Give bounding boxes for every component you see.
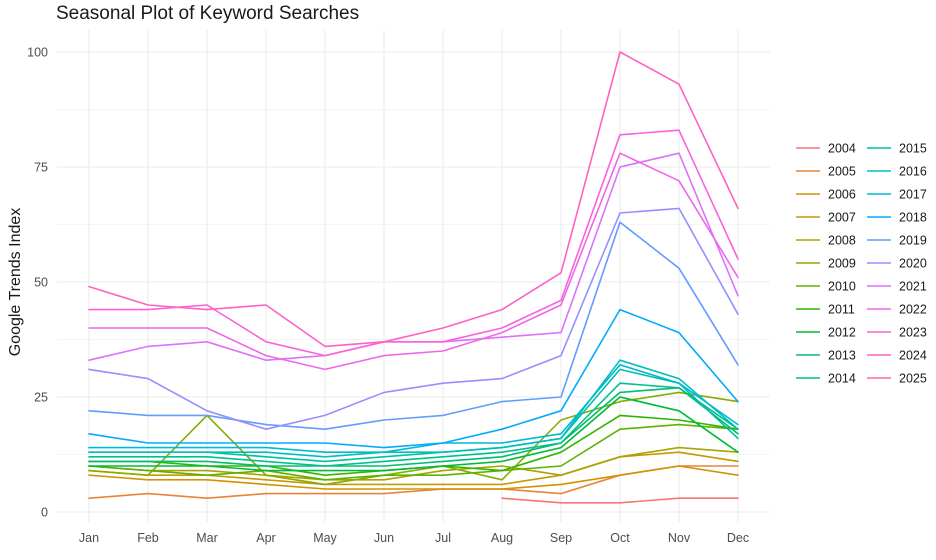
x-tick-label: Feb — [137, 531, 159, 545]
legend: 2004 2005 2006 2007 2008 2009 2010 2011 2012 2013… — [796, 142, 927, 386]
legend-item-2004: 2004 — [796, 142, 856, 156]
legend-item-2011: 2011 — [796, 303, 855, 317]
y-tick-label: 50 — [34, 276, 48, 290]
legend-label: 2011 — [828, 303, 855, 317]
legend-label: 2017 — [899, 188, 927, 202]
series-line-2010 — [88, 423, 739, 481]
legend-label: 2024 — [899, 349, 927, 363]
y-tick-label: 0 — [41, 506, 48, 520]
x-tick-label: Aug — [491, 531, 513, 545]
y-tick-label: 25 — [34, 391, 48, 405]
legend-label: 2007 — [828, 211, 856, 225]
y-tick-label: 75 — [34, 161, 48, 175]
legend-label: 2012 — [828, 326, 856, 340]
legend-item-2008: 2008 — [796, 234, 856, 248]
x-tick-label: Apr — [256, 531, 275, 545]
legend-item-2013: 2013 — [796, 349, 856, 363]
legend-item-2009: 2009 — [796, 257, 856, 271]
legend-item-2022: 2022 — [867, 303, 927, 317]
series-line-2024 — [88, 51, 739, 348]
series-line-2021 — [88, 152, 739, 361]
legend-item-2005: 2005 — [796, 165, 856, 179]
x-tick-label: Dec — [727, 531, 749, 545]
legend-item-2018: 2018 — [867, 211, 927, 225]
series-line-2019 — [88, 221, 739, 430]
legend-item-2016: 2016 — [867, 165, 927, 179]
y-tick-label: 100 — [27, 46, 48, 60]
series-line-2020 — [88, 207, 739, 430]
series-line-2012 — [88, 396, 739, 472]
legend-label: 2018 — [899, 211, 927, 225]
x-tick-label: Nov — [668, 531, 691, 545]
series-line-2017 — [88, 364, 739, 453]
x-tick-label: Jul — [435, 531, 451, 545]
x-tick-label: May — [313, 531, 337, 545]
legend-item-2021: 2021 — [867, 280, 927, 294]
legend-label: 2014 — [828, 372, 856, 386]
series-line-2023 — [88, 129, 739, 357]
series-line-2006 — [88, 465, 739, 490]
legend-label: 2023 — [899, 326, 927, 340]
series-line-2013 — [88, 387, 739, 467]
x-tick-label: Jan — [79, 531, 99, 545]
chart-title: Seasonal Plot of Keyword Searches — [56, 3, 359, 24]
legend-label: 2008 — [828, 234, 856, 248]
x-tick-label: Sep — [550, 531, 572, 545]
legend-item-2023: 2023 — [867, 326, 927, 340]
legend-label: 2020 — [899, 257, 927, 271]
x-tick-label: Mar — [196, 531, 218, 545]
series-line-2018 — [88, 308, 739, 449]
legend-item-2025: 2025 — [867, 372, 927, 386]
legend-item-2007: 2007 — [796, 211, 856, 225]
legend-label: 2021 — [899, 280, 927, 294]
legend-label: 2009 — [828, 257, 856, 271]
series-line-2014 — [88, 382, 739, 467]
legend-label: 2013 — [828, 349, 856, 363]
legend-item-2020: 2020 — [867, 257, 927, 271]
legend-label: 2019 — [899, 234, 927, 248]
legend-item-2006: 2006 — [796, 188, 856, 202]
x-tick-label: Oct — [610, 531, 630, 545]
legend-item-2024: 2024 — [867, 349, 927, 363]
series-line-2004 — [501, 497, 739, 504]
legend-label: 2025 — [899, 372, 927, 386]
x-tick-label: Jun — [374, 531, 394, 545]
legend-label: 2010 — [828, 280, 856, 294]
legend-item-2012: 2012 — [796, 326, 856, 340]
legend-label: 2022 — [899, 303, 927, 317]
legend-item-2014: 2014 — [796, 372, 856, 386]
legend-label: 2015 — [899, 142, 927, 156]
legend-item-2019: 2019 — [867, 234, 927, 248]
series-line-2022 — [88, 152, 739, 371]
legend-item-2010: 2010 — [796, 280, 856, 294]
y-axis-title: Google Trends Index — [7, 208, 24, 357]
legend-label: 2006 — [828, 188, 856, 202]
series-line-2016 — [88, 359, 739, 458]
legend-label: 2004 — [828, 142, 856, 156]
legend-item-2017: 2017 — [867, 188, 927, 202]
legend-item-2015: 2015 — [867, 142, 927, 156]
legend-label: 2005 — [828, 165, 856, 179]
legend-label: 2016 — [899, 165, 927, 179]
plot-panel: 0 25 50 75 100 Jan Feb Mar Apr May Jun Jul Aug Sep Oct… — [27, 30, 770, 545]
